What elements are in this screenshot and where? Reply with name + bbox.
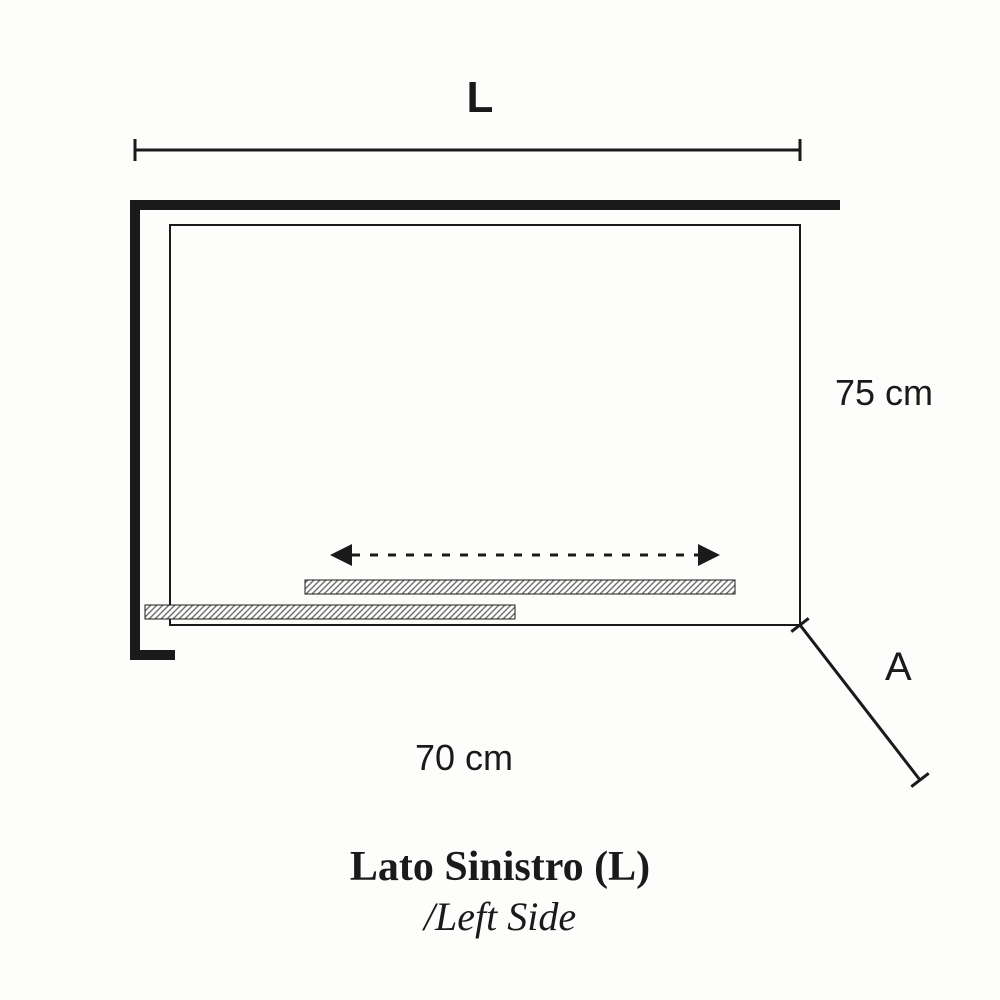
title-main: Lato Sinistro (L) — [350, 844, 650, 890]
rail-top — [305, 580, 735, 594]
rail-bottom — [145, 605, 515, 619]
label-width: 70 cm — [415, 737, 513, 778]
diagram-canvas: L 75 cm 70 cm A Lato Sinistro (L)/Left Side — [0, 0, 1000, 1000]
dim-L-label: L — [467, 73, 494, 122]
title-sub: /Left Side — [422, 894, 576, 939]
label-height: 75 cm — [835, 372, 933, 413]
dim-A-label: A — [885, 645, 912, 689]
